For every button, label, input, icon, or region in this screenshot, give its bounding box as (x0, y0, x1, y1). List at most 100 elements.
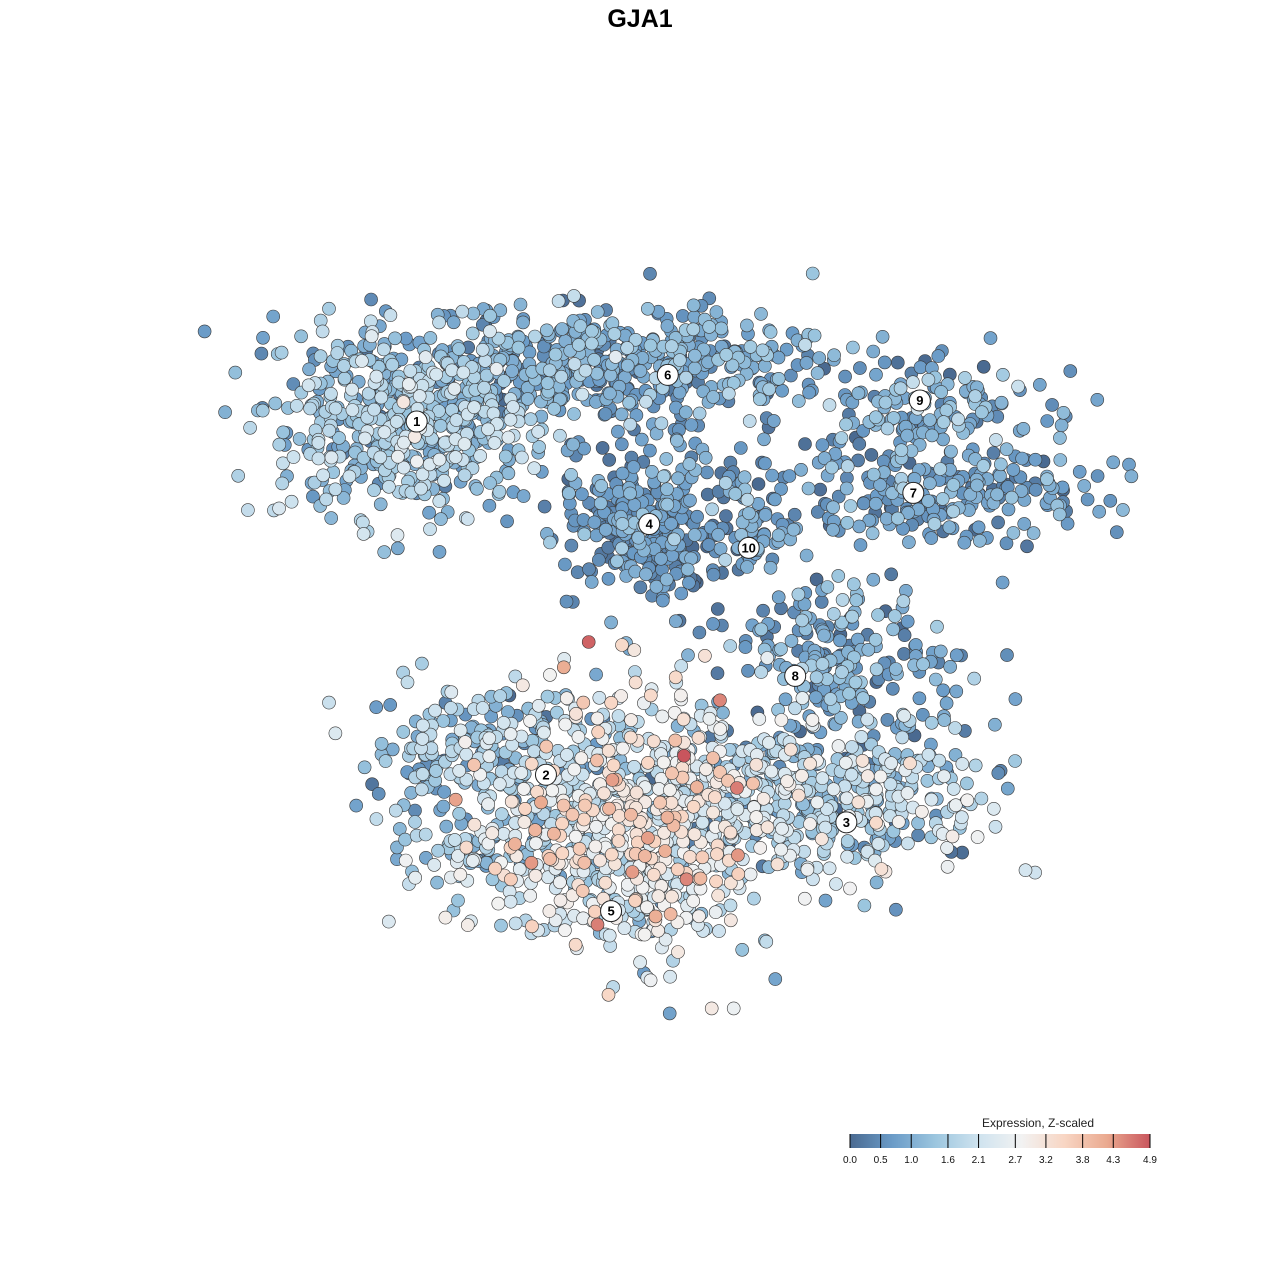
cell-point (328, 726, 343, 741)
cell-point (517, 815, 532, 829)
cell-point (455, 304, 470, 319)
cell-point (681, 648, 695, 663)
cell-point (673, 688, 688, 703)
cell-point (415, 656, 429, 671)
cell-point (651, 889, 666, 904)
cell-point (721, 773, 735, 788)
cell-point (477, 380, 491, 395)
cell-point (805, 266, 820, 281)
cell-point (373, 497, 388, 512)
cell-point (710, 666, 725, 681)
cell-point (791, 394, 806, 408)
cell-point (911, 816, 925, 830)
cell-point (764, 764, 779, 779)
cluster-label-badge (908, 389, 931, 412)
cell-point (643, 973, 658, 988)
cell-point (751, 477, 766, 491)
cell-point (924, 531, 939, 545)
cell-point (628, 893, 642, 908)
cell-point (709, 874, 723, 889)
cell-point (723, 898, 738, 913)
cell-point (914, 804, 929, 819)
cell-point (497, 374, 511, 388)
cell-point (768, 972, 783, 986)
cell-point (531, 698, 546, 713)
cell-point (1090, 392, 1105, 407)
cell-point (628, 332, 643, 347)
cell-point (948, 798, 963, 813)
cell-point (765, 468, 779, 483)
cell-point (933, 644, 948, 659)
cell-point (809, 572, 824, 587)
cell-point (944, 444, 958, 459)
cell-point (337, 371, 352, 386)
cell-point (447, 833, 462, 847)
cell-point (624, 807, 638, 822)
cell-point (620, 358, 635, 373)
cell-point (906, 375, 920, 390)
cell-point (834, 431, 849, 445)
cell-point (459, 772, 474, 787)
cell-point (949, 684, 964, 699)
cell-point (874, 862, 889, 876)
cell-point (396, 395, 411, 409)
cell-point (423, 331, 438, 345)
cell-point (664, 516, 678, 531)
cell-point (986, 801, 1001, 816)
cell-point (391, 449, 405, 464)
cell-point (763, 325, 778, 339)
cell-point (915, 707, 930, 722)
cell-point (422, 505, 436, 520)
cell-point (948, 721, 962, 735)
cell-point (758, 508, 773, 522)
cell-point (551, 294, 566, 308)
cell-point (575, 387, 590, 402)
cell-point (643, 338, 658, 353)
cell-point (823, 692, 838, 706)
cluster-label-6: 6 (656, 363, 679, 386)
cell-point (601, 987, 616, 1002)
cell-point (924, 792, 939, 807)
cell-point (629, 785, 644, 800)
cell-point (623, 417, 638, 432)
cell-point (493, 689, 508, 703)
cell-point (436, 799, 451, 814)
cell-point (714, 321, 729, 336)
cell-point (900, 428, 915, 443)
cell-point (835, 665, 849, 679)
cell-point (358, 431, 372, 446)
cell-point (524, 855, 539, 870)
cell-point (614, 437, 629, 452)
cell-point (286, 450, 301, 464)
cell-point (825, 460, 839, 475)
cell-point (1080, 492, 1095, 507)
cell-point (432, 452, 447, 467)
cell-point (432, 404, 446, 418)
cell-point (543, 668, 557, 682)
cell-point (963, 487, 978, 502)
cell-point (890, 355, 905, 370)
cell-point (590, 917, 605, 932)
cell-point (803, 817, 817, 831)
cell-point (595, 441, 610, 455)
cell-point (718, 553, 733, 567)
cell-point (481, 797, 496, 812)
cell-point (540, 689, 555, 704)
cell-point (508, 837, 522, 851)
cell-point (971, 520, 986, 535)
cell-point (845, 609, 860, 624)
cell-point (936, 415, 951, 429)
cell-point (324, 450, 339, 465)
scatter-points (197, 266, 1139, 1021)
cell-point (809, 670, 824, 685)
cell-point (377, 425, 392, 440)
cell-point (1054, 418, 1069, 433)
cell-point (374, 390, 389, 405)
cell-point (924, 715, 939, 730)
cell-point (889, 902, 903, 917)
cell-point (658, 932, 673, 947)
cell-point (678, 405, 693, 420)
cell-point (415, 732, 430, 746)
cell-point (559, 691, 574, 706)
cell-point (921, 494, 936, 508)
